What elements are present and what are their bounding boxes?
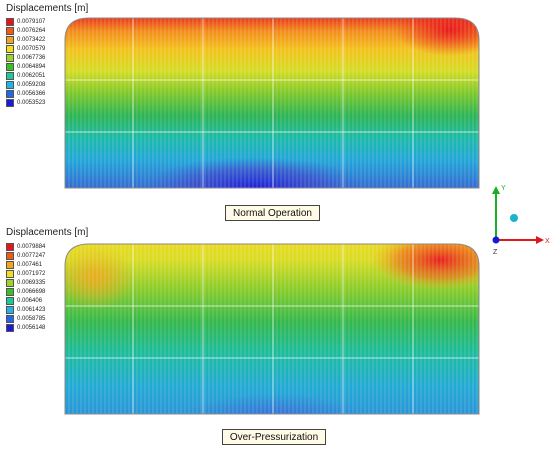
legend-value: 0.0077247 xyxy=(17,253,46,259)
legend-swatch xyxy=(6,306,14,314)
y-arrowhead-icon xyxy=(492,186,500,194)
legend-value: 0.0076264 xyxy=(17,28,46,34)
legend-value: 0.0079884 xyxy=(17,244,46,250)
legend-value: 0.006406 xyxy=(17,298,43,304)
legend-swatch xyxy=(6,324,14,332)
legend-swatch xyxy=(6,243,14,251)
legend-swatch xyxy=(6,18,14,26)
z-axis-dot-icon xyxy=(492,236,500,244)
bottom-plot-title: Displacements [m] xyxy=(6,227,89,238)
z-axis-label: Z xyxy=(493,249,498,256)
legend-swatch xyxy=(6,261,14,269)
bottom-panel-grid xyxy=(65,244,479,414)
legend-value: 0.0053523 xyxy=(17,100,46,106)
y-axis-label: Y xyxy=(501,185,506,192)
legend-swatch xyxy=(6,279,14,287)
legend-swatch xyxy=(6,252,14,260)
legend-value: 0.0071972 xyxy=(17,271,46,277)
top-caption: Normal Operation xyxy=(225,205,320,221)
legend-swatch xyxy=(6,36,14,44)
x-axis-label: X xyxy=(545,238,550,245)
top-plot-title: Displacements [m] xyxy=(6,3,89,14)
top-panel-grid xyxy=(65,18,479,188)
legend-swatch xyxy=(6,54,14,62)
legend-value: 0.0066698 xyxy=(17,289,46,295)
legend-value: 0.0073422 xyxy=(17,37,46,43)
legend-value: 0.0056148 xyxy=(17,325,46,331)
legend-value: 0.0062051 xyxy=(17,73,46,79)
legend-value: 0.0061423 xyxy=(17,307,46,313)
legend-swatch xyxy=(6,72,14,80)
triad-sphere-icon xyxy=(510,214,518,222)
legend-swatch xyxy=(6,81,14,89)
x-arrowhead-icon xyxy=(536,236,544,244)
legend-value: 0.0070579 xyxy=(17,46,46,52)
legend-swatch xyxy=(6,297,14,305)
legend-swatch xyxy=(6,315,14,323)
axis-triad: Y X Z xyxy=(492,185,550,256)
legend-value: 0.0058785 xyxy=(17,316,46,322)
legend-swatch xyxy=(6,99,14,107)
legend-value: 0.0067736 xyxy=(17,55,46,61)
legend-swatch xyxy=(6,90,14,98)
legend-value: 0.0069335 xyxy=(17,280,46,286)
legend-value: 0.0059208 xyxy=(17,82,46,88)
legend-swatch xyxy=(6,288,14,296)
legend-value: 0.0064894 xyxy=(17,64,46,70)
legend-value: 0.007461 xyxy=(17,262,43,268)
top-body-outline xyxy=(64,17,480,189)
bottom-caption: Over-Pressurization xyxy=(222,429,326,445)
legend-swatch xyxy=(6,63,14,71)
legend-value: 0.0079107 xyxy=(17,19,46,25)
legend-value: 0.0056366 xyxy=(17,91,46,97)
bottom-body-outline xyxy=(64,243,480,415)
legend-swatch xyxy=(6,270,14,278)
legend-swatch xyxy=(6,45,14,53)
top-displacement-plot xyxy=(64,17,480,189)
bottom-displacement-plot xyxy=(64,243,480,415)
legend-swatch xyxy=(6,27,14,35)
